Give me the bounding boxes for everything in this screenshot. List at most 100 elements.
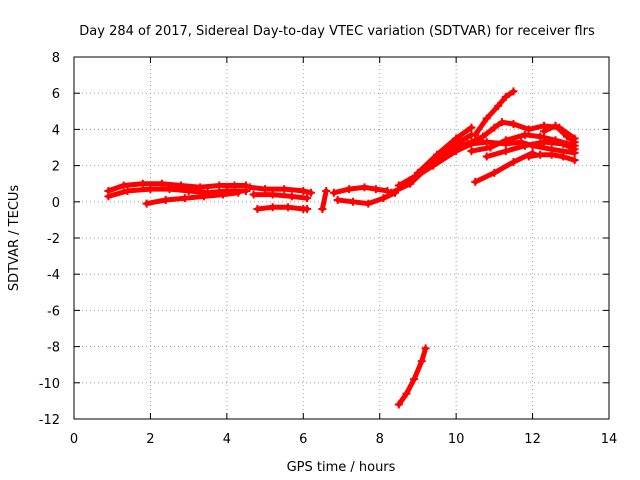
data-point <box>501 92 510 101</box>
data-point <box>452 134 461 143</box>
data-point <box>509 119 518 128</box>
data-point <box>490 123 499 132</box>
series-12 <box>413 123 476 177</box>
y-axis-label: SDTVAR / TECUs <box>7 185 22 292</box>
data-point <box>284 203 292 212</box>
data-point <box>467 123 476 132</box>
data-point <box>253 205 262 214</box>
data-point <box>234 188 243 197</box>
data-point <box>322 186 331 195</box>
data-point <box>394 181 403 190</box>
data-point <box>417 357 426 366</box>
data-point <box>345 185 354 194</box>
data-point <box>467 147 476 156</box>
data-point <box>520 130 529 139</box>
data-point <box>219 190 228 199</box>
series-20 <box>394 344 430 409</box>
data-point <box>180 194 189 203</box>
series-3 <box>245 183 315 197</box>
data-point <box>452 147 461 156</box>
series-19 <box>540 121 579 147</box>
data-point <box>138 179 147 188</box>
data-point <box>215 181 224 190</box>
data-point <box>498 118 506 127</box>
data-point <box>501 147 510 156</box>
data-point <box>306 188 315 197</box>
series-6 <box>318 186 331 214</box>
data-point <box>559 139 568 148</box>
data-point <box>524 152 533 161</box>
data-point <box>570 138 579 147</box>
data-point <box>536 150 545 159</box>
data-point <box>249 190 258 199</box>
data-point <box>165 185 174 194</box>
data-point <box>547 150 556 159</box>
data-point <box>429 161 438 170</box>
series-layer <box>104 87 579 409</box>
tick-labels: 0 2 4 6 8 10 12 14 -12 -10 -8 -6 -4 -2 0 2 4 6 8 <box>39 51 618 447</box>
grid <box>74 57 609 419</box>
x-tick-label: 10 <box>448 432 465 447</box>
y-tick-label: -10 <box>39 377 60 392</box>
data-point <box>333 195 342 204</box>
y-tick-label: 6 <box>52 87 60 102</box>
data-point <box>379 194 388 203</box>
x-axis-label: GPS time / hours <box>287 460 396 475</box>
series-16 <box>482 138 579 161</box>
series-5 <box>253 203 312 214</box>
series-line <box>396 345 429 407</box>
series-2 <box>142 188 243 208</box>
data-point <box>161 195 170 204</box>
data-point <box>142 199 151 208</box>
y-tick-label: -12 <box>39 413 60 428</box>
data-point <box>471 177 480 186</box>
series-18 <box>524 150 579 165</box>
data-point <box>303 194 312 203</box>
data-point <box>199 192 208 201</box>
x-tick-label: 14 <box>601 432 618 447</box>
x-tick-label: 6 <box>299 432 307 447</box>
data-point <box>104 192 113 201</box>
data-point <box>360 183 369 192</box>
y-tick-label: 4 <box>52 123 60 138</box>
data-point <box>318 205 327 214</box>
data-point <box>478 132 487 141</box>
y-tick-label: 2 <box>52 160 60 175</box>
data-point <box>287 192 296 201</box>
series-line <box>251 192 310 201</box>
data-point <box>540 127 549 136</box>
data-point <box>562 132 571 141</box>
y-tick-label: -4 <box>47 268 60 283</box>
y-tick-label: 8 <box>52 51 60 66</box>
data-point <box>329 188 338 197</box>
data-point <box>364 199 373 208</box>
data-point <box>184 186 193 195</box>
data-point <box>540 138 549 147</box>
data-point <box>509 157 518 166</box>
x-tick-label: 12 <box>524 432 541 447</box>
data-point <box>570 156 579 165</box>
series-13 <box>471 87 518 139</box>
data-point <box>299 186 308 195</box>
chart-title: Day 284 of 2017, Sidereal Day-to-day VTE… <box>79 24 595 39</box>
data-point <box>482 152 491 161</box>
data-point <box>482 114 491 123</box>
data-point <box>486 143 495 152</box>
data-point <box>261 185 270 194</box>
data-point <box>406 176 415 185</box>
data-point <box>509 87 518 96</box>
data-point <box>559 152 568 161</box>
data-point <box>371 185 380 194</box>
series-line <box>472 150 536 185</box>
x-tick-label: 8 <box>376 432 384 447</box>
data-point <box>433 150 442 159</box>
y-tick-label: -2 <box>47 232 60 247</box>
data-point <box>245 183 254 192</box>
series-17 <box>471 148 537 186</box>
data-point <box>146 185 155 194</box>
axis-ticks <box>73 56 610 420</box>
data-point <box>482 138 491 147</box>
data-point <box>268 203 277 212</box>
